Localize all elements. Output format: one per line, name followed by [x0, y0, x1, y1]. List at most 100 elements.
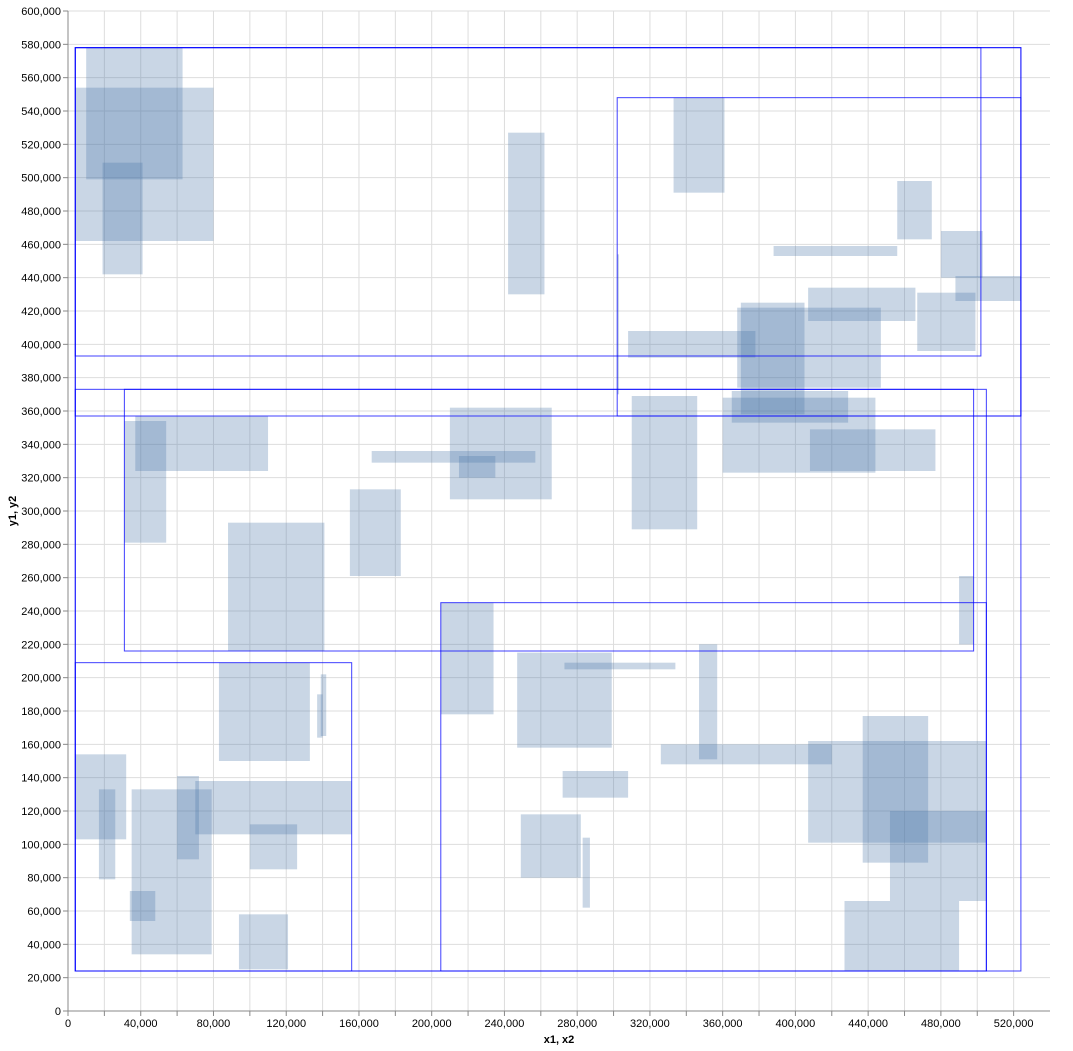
x-tick-label: 440,000: [848, 1018, 888, 1030]
data-rect: [673, 97, 725, 193]
x-axis-title: x1, x2: [544, 1034, 575, 1046]
y-tick-label: 540,000: [21, 106, 61, 118]
data-rect: [722, 397, 876, 473]
data-rect: [737, 307, 881, 388]
x-tick-label: 120,000: [266, 1018, 306, 1030]
y-tick-label: 280,000: [21, 539, 61, 551]
y-tick-label: 420,000: [21, 306, 61, 318]
data-rect: [959, 576, 974, 645]
data-rect: [955, 276, 1021, 301]
data-rect: [889, 811, 987, 901]
x-tick-label: 240,000: [485, 1018, 525, 1030]
data-rect: [249, 824, 298, 870]
data-rect: [862, 716, 929, 863]
x-tick-label: 160,000: [339, 1018, 379, 1030]
y-tick-label: 600,000: [21, 6, 61, 18]
data-rect: [228, 522, 325, 651]
y-tick-label: 160,000: [21, 739, 61, 751]
data-rect: [177, 776, 199, 860]
y-tick-label: 460,000: [21, 239, 61, 251]
data-rect: [808, 287, 916, 321]
data-rect: [131, 789, 212, 955]
data-rect: [75, 754, 127, 840]
y-tick-label: 180,000: [21, 706, 61, 718]
data-rect: [124, 421, 167, 543]
data-rect: [631, 396, 698, 530]
data-rect: [195, 781, 352, 835]
x-tick-label: 360,000: [703, 1018, 743, 1030]
x-tick-label: 480,000: [921, 1018, 961, 1030]
x-tick-label: 280,000: [557, 1018, 597, 1030]
data-rect: [317, 694, 323, 738]
data-rect: [808, 741, 987, 843]
data-rect: [458, 456, 496, 478]
data-rect: [520, 814, 581, 878]
data-rect: [809, 429, 936, 471]
y-tick-label: 240,000: [21, 606, 61, 618]
y-tick-label: 520,000: [21, 139, 61, 151]
axes: 0 40,000 80,000 120,000 160,000 200,000 240,00…: [21, 6, 1050, 1030]
data-rect: [238, 914, 289, 970]
data-rects: [75, 47, 1021, 971]
x-tick-label: 80,000: [197, 1018, 231, 1030]
data-rect: [218, 662, 310, 761]
x-tick-label: 520,000: [994, 1018, 1034, 1030]
data-rect: [660, 744, 832, 765]
data-rect: [517, 652, 612, 748]
data-rect: [731, 391, 849, 423]
y-tick-label: 200,000: [21, 673, 61, 685]
data-rect: [582, 837, 590, 908]
gridlines: [67, 10, 1050, 1012]
data-rect: [98, 789, 116, 880]
data-rect: [449, 407, 552, 500]
y-tick-label: 0: [55, 1006, 61, 1018]
y-tick-label: 360,000: [21, 406, 61, 418]
data-rect: [699, 644, 718, 760]
data-rect: [564, 662, 676, 670]
y-tick-label: 480,000: [21, 206, 61, 218]
y-tick-label: 300,000: [21, 506, 61, 518]
x-tick-label: 40,000: [124, 1018, 158, 1030]
y-tick-label: 80,000: [27, 873, 61, 885]
y-tick-label: 440,000: [21, 273, 61, 285]
outline-rects: [74, 47, 1022, 972]
data-rect: [129, 891, 156, 921]
data-rect: [562, 771, 629, 798]
x-tick-label: 400,000: [776, 1018, 816, 1030]
data-rect: [320, 674, 327, 736]
data-rect: [628, 331, 756, 358]
y-tick-label: 400,000: [21, 339, 61, 351]
y-tick-label: 560,000: [21, 73, 61, 85]
x-tick-label: 320,000: [630, 1018, 670, 1030]
data-rect: [844, 901, 960, 971]
data-rect: [86, 47, 183, 180]
data-rect: [102, 162, 143, 275]
y-tick-label: 500,000: [21, 173, 61, 185]
y-tick-label: 220,000: [21, 639, 61, 651]
y-tick-label: 140,000: [21, 773, 61, 785]
y-tick-label: 340,000: [21, 439, 61, 451]
y-tick-label: 320,000: [21, 473, 61, 485]
data-rect: [940, 231, 983, 278]
y-tick-label: 60,000: [27, 906, 61, 918]
outline-rect: [440, 602, 987, 972]
data-rect: [773, 246, 898, 256]
data-rect: [617, 254, 620, 395]
x-tick-label: 200,000: [412, 1018, 452, 1030]
data-rect: [917, 292, 976, 351]
data-rect: [508, 132, 545, 295]
data-rect: [135, 416, 269, 471]
x-tick-label: 0: [65, 1018, 71, 1030]
y-tick-label: 380,000: [21, 373, 61, 385]
data-rect: [897, 181, 932, 240]
y-tick-label: 20,000: [27, 973, 61, 985]
outline-rect: [123, 388, 975, 652]
data-rect: [349, 489, 401, 576]
outline-rect: [74, 47, 1022, 417]
y-tick-label: 580,000: [21, 39, 61, 51]
data-rect: [75, 87, 214, 242]
data-rect: [440, 602, 494, 715]
y-tick-label: 260,000: [21, 573, 61, 585]
outline-rect: [74, 662, 353, 972]
